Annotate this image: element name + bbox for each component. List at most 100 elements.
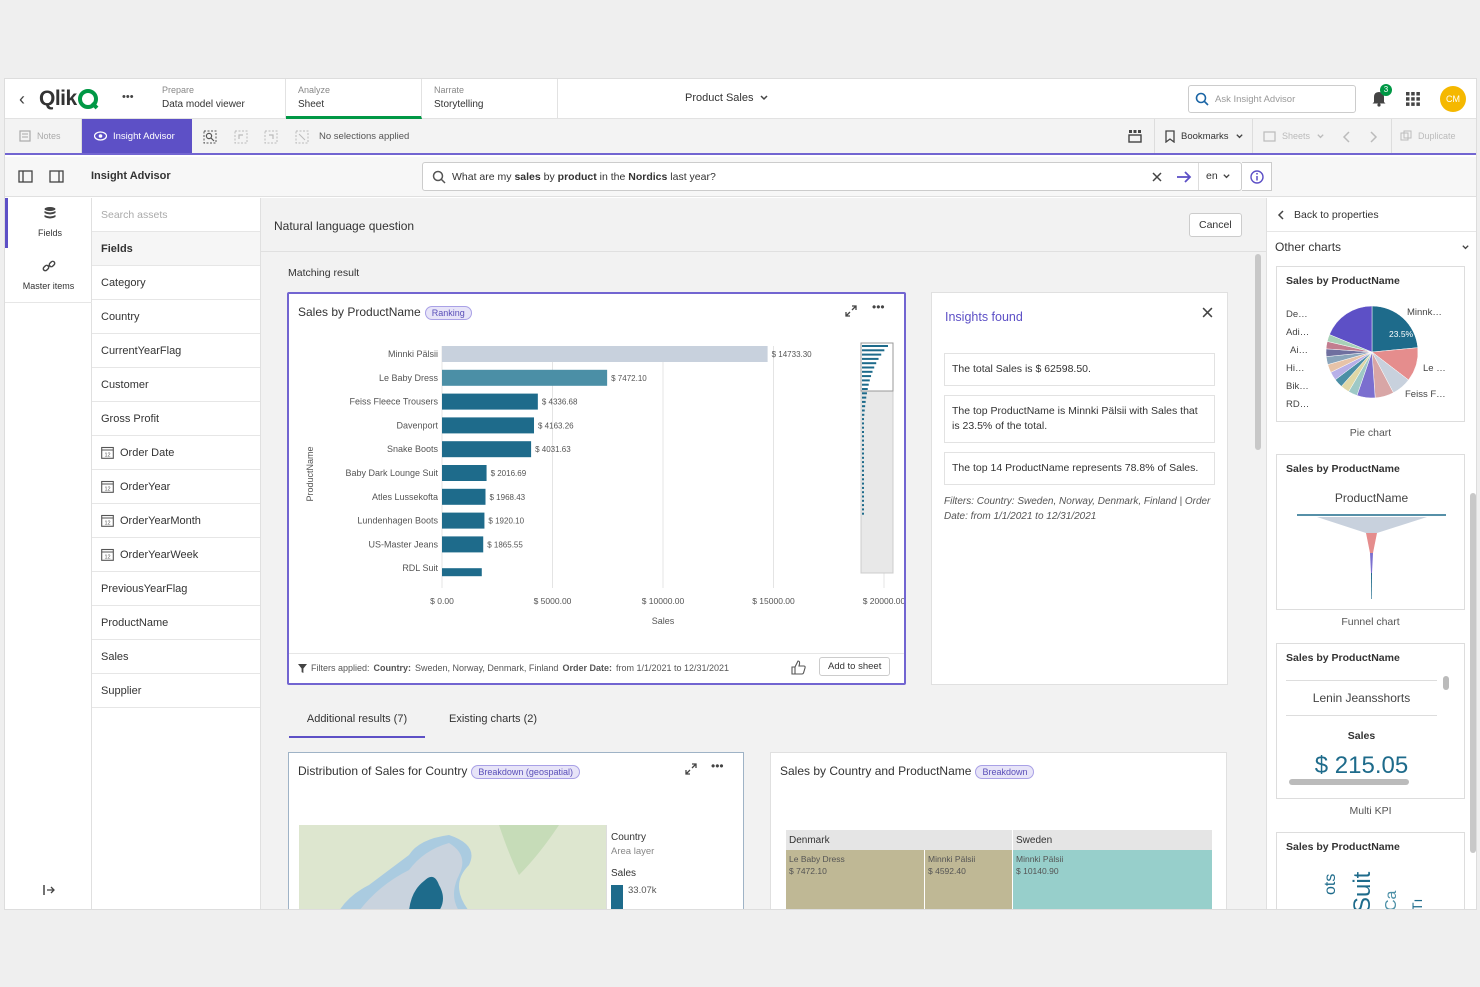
field-item[interactable]: Country [92,300,260,334]
notes-button[interactable]: Notes [5,119,82,153]
app-title-dropdown[interactable]: Product Sales [685,92,769,104]
word-cloud-thumb[interactable]: Sales by ProductName ots Suit Ca Tı [1276,832,1465,910]
bar[interactable] [442,488,486,505]
kpi-hscrollbar[interactable] [1289,779,1409,785]
submit-arrow-icon[interactable] [1176,170,1192,184]
kpi-scrollbar[interactable] [1443,676,1449,690]
bar[interactable] [442,346,768,362]
sheets-button[interactable]: Sheets [1252,119,1335,153]
bar[interactable] [442,441,532,458]
mini-bar [862,426,864,429]
tab-narrate[interactable]: Narrate Storytelling [422,79,558,119]
x-tick-label: $ 5000.00 [534,596,572,606]
map-view[interactable] [299,825,606,910]
expand-icon[interactable] [684,762,698,776]
bar[interactable] [442,512,485,529]
tab-additional-results[interactable]: Additional results (7) [289,704,425,738]
treemap-cell[interactable]: Minnki Pälsii $ 4592.40 [925,850,1012,909]
back-icon[interactable]: ‹ [19,89,25,109]
bar[interactable] [442,369,608,386]
grid-view-icon[interactable] [1128,129,1142,148]
question-text[interactable]: What are my sales by product in the Nord… [452,171,716,183]
funnel-chart-thumb[interactable]: Sales by ProductName ProductName [1276,454,1465,610]
insight-item: The total Sales is $ 62598.50. [944,353,1215,386]
field-item[interactable]: Customer [92,368,260,402]
word: Suit [1349,871,1376,910]
matching-chart-card[interactable]: Sales by ProductName Ranking ••• ProductN… [287,292,906,685]
field-item[interactable]: PreviousYearFlag [92,572,260,606]
smart-search-icon[interactable] [203,130,217,149]
tab-prepare[interactable]: Prepare Data model viewer [150,79,286,119]
chart-more-icon[interactable]: ••• [872,300,885,314]
insight-advisor-button[interactable]: Insight Advisor [82,119,192,153]
right-panel-toggle-icon[interactable] [49,170,64,188]
step-forward-icon[interactable] [264,130,278,149]
apps-grid-icon[interactable] [1406,92,1420,111]
add-to-sheet-button[interactable]: Add to sheet [819,657,891,676]
master-items-tab[interactable]: Master items [5,253,92,303]
mini-bar [862,504,864,507]
treemap-cell[interactable]: Le Baby Dress $ 7472.10 [786,850,925,909]
thumbs-up-icon[interactable] [791,660,806,675]
cancel-button[interactable]: Cancel [1189,213,1242,237]
filters-country: Sweden, Norway, Denmark, Finland [415,663,559,673]
step-back-icon[interactable] [234,130,248,149]
previous-sheet-icon[interactable] [1342,130,1352,148]
calendar-icon: 12 [101,548,114,561]
duplicate-button[interactable]: Duplicate [1391,119,1464,153]
bar[interactable] [442,393,538,410]
field-item[interactable]: 12 OrderYearMonth [92,504,260,538]
main-scrollbar[interactable] [1255,254,1261,450]
more-menu-icon[interactable]: ••• [122,91,134,103]
collapse-panel-icon[interactable] [43,883,55,901]
ask-insight-advisor-search[interactable]: Ask Insight Advisor [1188,85,1356,113]
card2-more-icon[interactable]: ••• [711,759,724,773]
x-tick-label: $ 20000.00 [863,596,904,606]
user-avatar[interactable]: CM [1440,86,1466,112]
language-select[interactable]: en [1206,170,1231,182]
field-item[interactable]: 12 OrderYear [92,470,260,504]
question-part: by [540,171,558,183]
bookmarks-button[interactable]: Bookmarks [1154,119,1254,153]
tab-analyze[interactable]: Analyze Sheet [286,79,422,119]
question-search-box[interactable]: What are my sales by product in the Nord… [422,162,1242,191]
field-item[interactable]: 12 Order Date [92,436,260,470]
legend-sales: Sales [611,868,637,879]
treemap[interactable]: Denmark Sweden Le Baby Dress $ 7472.10 Mi… [786,830,1212,909]
back-to-properties-button[interactable]: Back to properties [1267,198,1476,232]
bar-chart[interactable]: ProductName Minnki Pälsii $ 14733.30 Le Bab… [289,334,904,646]
field-item[interactable]: ProductName [92,606,260,640]
multi-kpi-thumb[interactable]: Sales by ProductName Lenin Jeansshorts S… [1276,643,1465,799]
field-item[interactable]: Sales [92,640,260,674]
left-panel-toggle-icon[interactable] [18,170,33,188]
field-item[interactable]: Supplier [92,674,260,708]
field-item[interactable]: CurrentYearFlag [92,334,260,368]
bar[interactable] [442,417,535,434]
field-item[interactable]: Category [92,266,260,300]
bar[interactable] [442,536,484,553]
search-assets-input[interactable]: Search assets [92,198,260,232]
fields-tab[interactable]: Fields [5,198,92,248]
info-button[interactable] [1242,162,1272,191]
treemap-cell[interactable]: Minnki Pälsii $ 10140.90 [1012,850,1212,909]
tab-existing-charts[interactable]: Existing charts (2) [448,713,538,725]
clear-icon[interactable] [1152,172,1162,182]
close-icon[interactable] [1202,307,1213,318]
tab-analyze-label: Sheet [298,99,325,110]
field-item[interactable]: Gross Profit [92,402,260,436]
bar[interactable] [442,568,482,577]
chevron-down-icon [1235,133,1243,138]
geospatial-chart-card[interactable]: Distribution of Sales for Country Breakdo… [288,752,744,910]
field-item[interactable]: 12 OrderYearWeek [92,538,260,572]
other-charts-header[interactable]: Other charts [1275,240,1470,254]
field-item-label: OrderYear [120,480,171,493]
insight-advisor-bar: Insight Advisor What are my sales by pro… [5,157,1476,197]
right-panel-scrollbar[interactable] [1470,493,1476,853]
expand-icon[interactable] [844,304,858,318]
treemap-chart-card[interactable]: Sales by Country and ProductName Breakdow… [770,752,1227,909]
next-sheet-icon[interactable] [1368,130,1378,148]
clear-selections-icon[interactable] [295,130,309,149]
notifications-button[interactable]: 3 [1371,84,1392,112]
pie-chart-thumb[interactable]: Sales by ProductName De… Adi… Ai… Hi… Bik… RD… [1276,266,1465,422]
bar[interactable] [442,465,487,481]
